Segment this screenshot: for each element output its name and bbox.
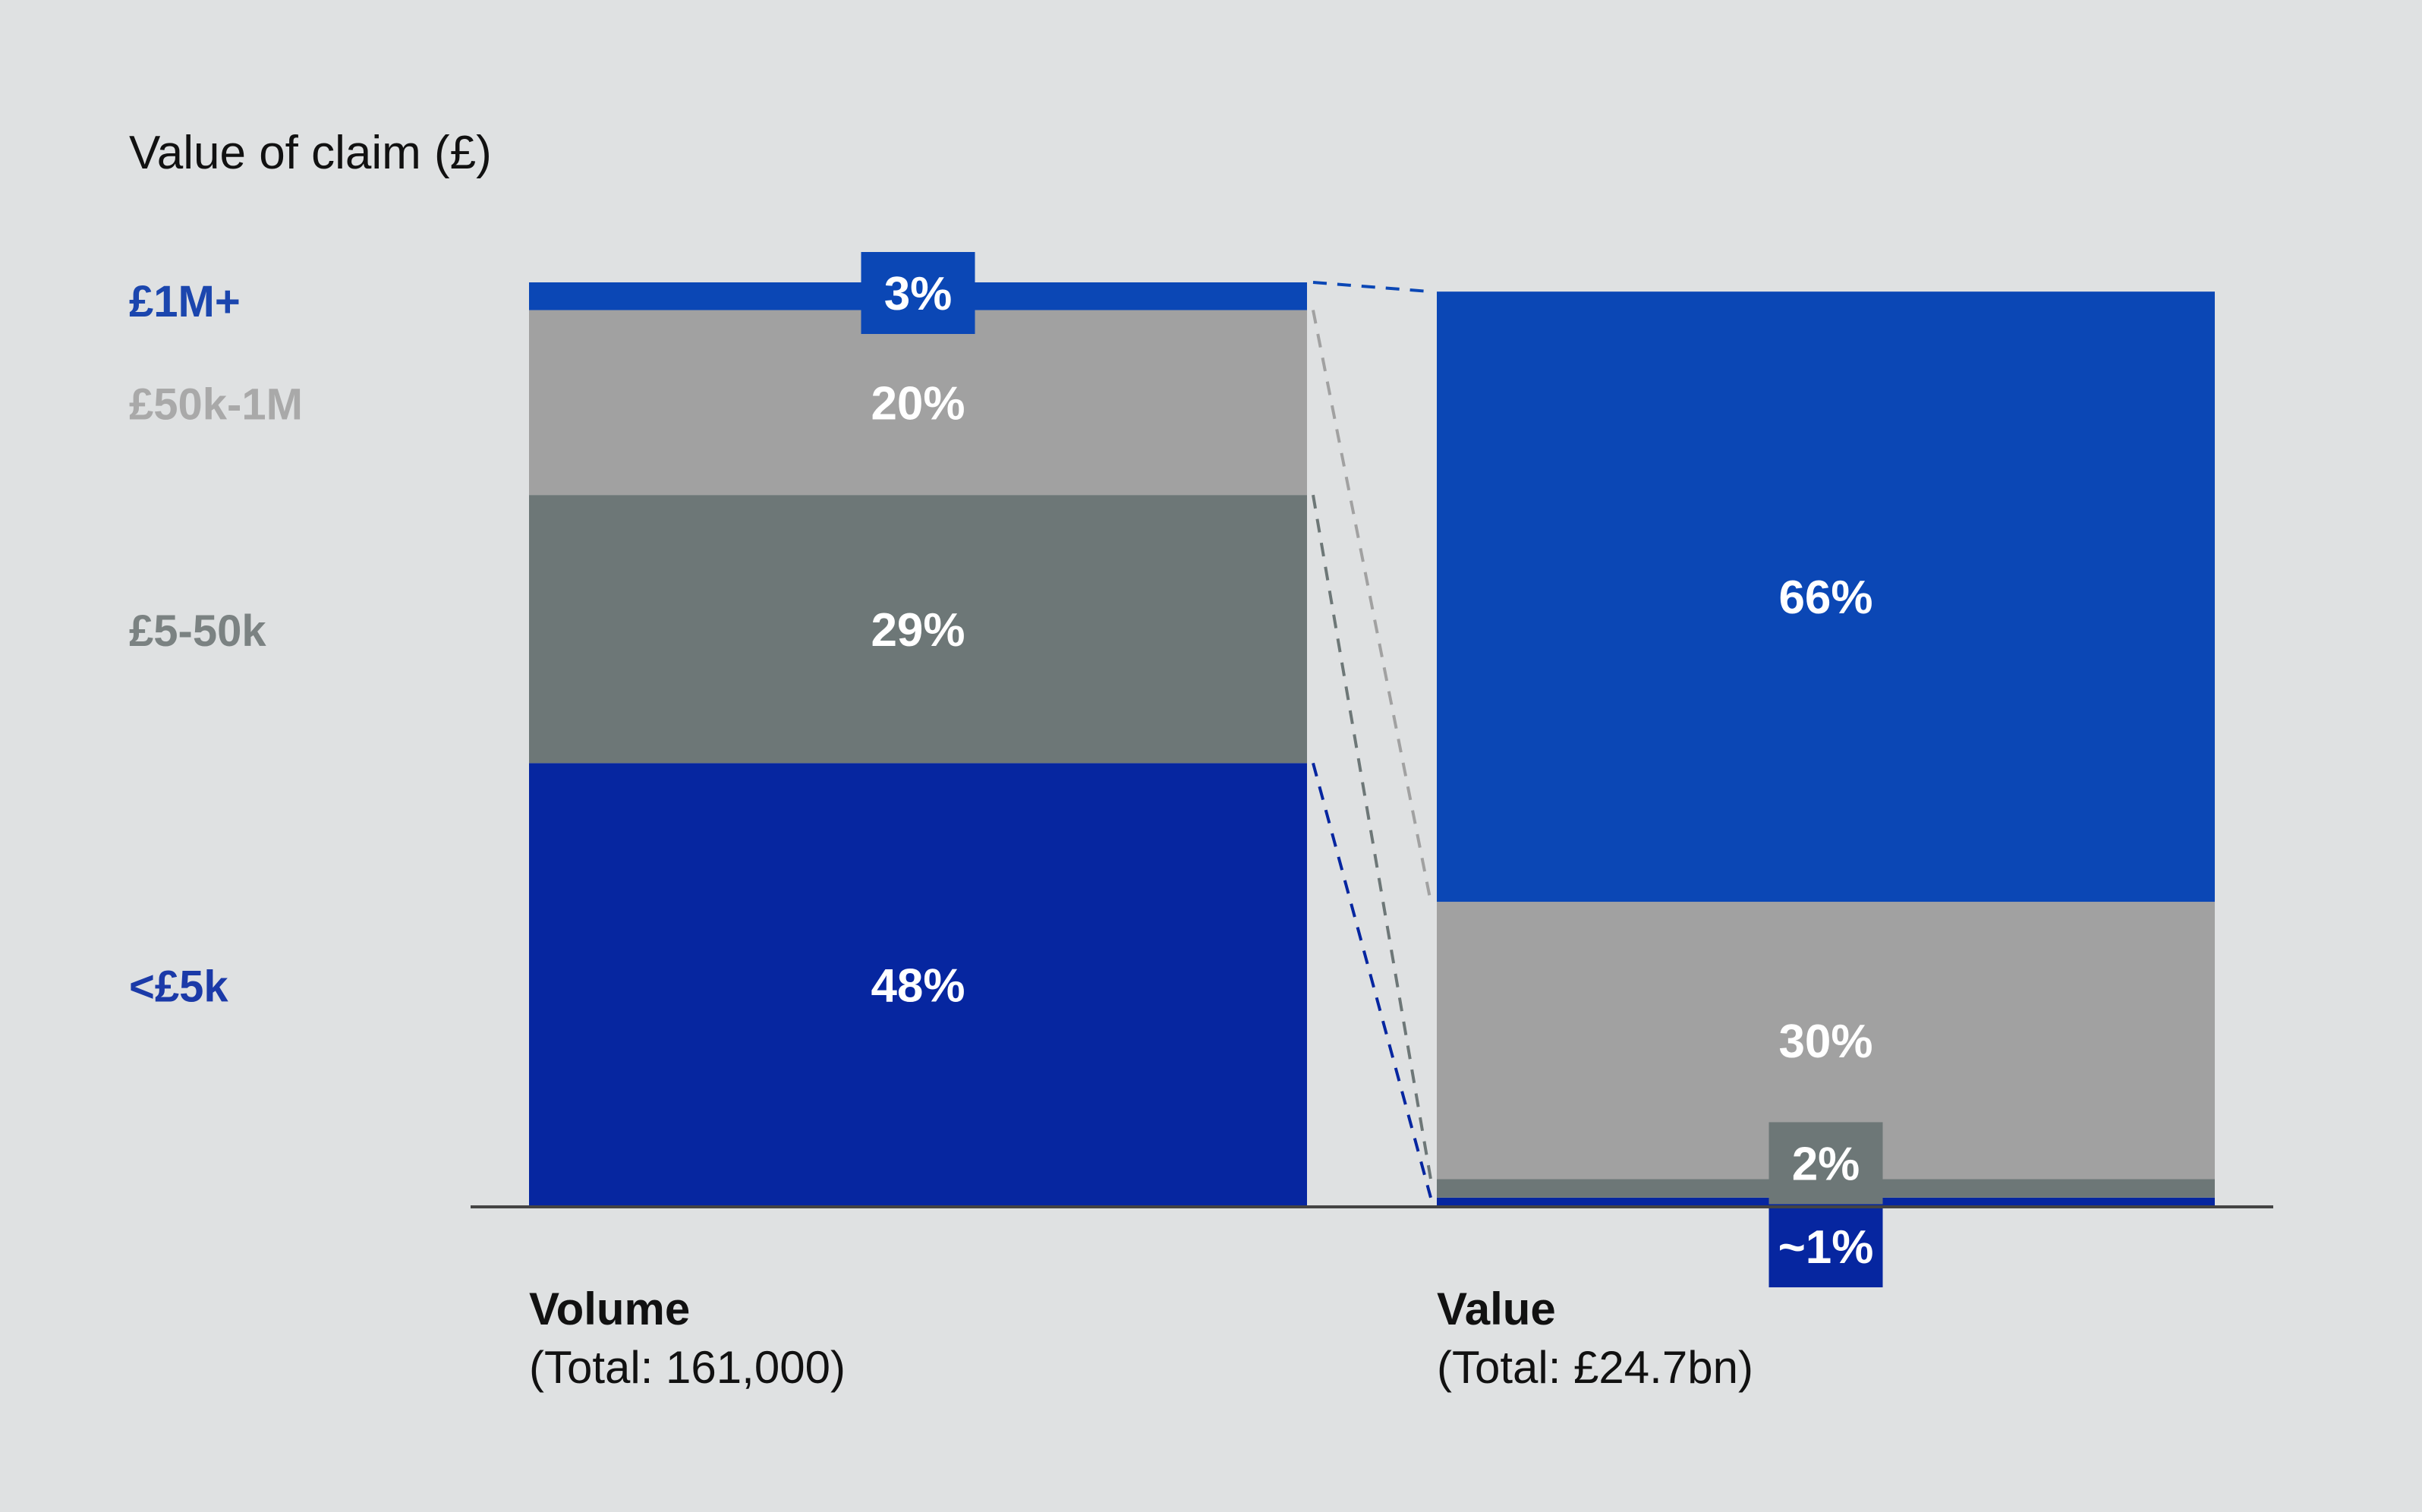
value-label: 3% bbox=[884, 268, 953, 320]
bar-segment bbox=[1437, 291, 2215, 902]
value-labels: 48% 29% 20% 3% ~1% 2% 30% 66% bbox=[861, 252, 1883, 1287]
legend-label: £1M+ bbox=[129, 277, 241, 326]
legend-label: £5-50k bbox=[129, 606, 266, 656]
value-label: ~1% bbox=[1778, 1221, 1874, 1274]
bar-segment bbox=[529, 310, 1307, 496]
value-label: 30% bbox=[1778, 1016, 1872, 1068]
chart-title: Value of claim (£) bbox=[129, 127, 492, 179]
value-badge bbox=[1768, 1122, 1883, 1205]
bar-segment bbox=[529, 763, 1307, 1207]
connector-line bbox=[1312, 310, 1432, 902]
connector-lines bbox=[1312, 281, 1432, 1199]
category-label: Volume bbox=[529, 1284, 690, 1334]
bars bbox=[529, 282, 2215, 1207]
value-badge bbox=[861, 252, 975, 334]
connector-line bbox=[1312, 494, 1432, 1180]
value-label: 48% bbox=[871, 960, 965, 1013]
bar-segment bbox=[529, 495, 1307, 764]
category-labels: Volume (Total: 161,000) Value (Total: £24.7… bbox=[529, 1284, 1753, 1393]
value-label: 29% bbox=[871, 604, 965, 657]
value-label: 2% bbox=[1792, 1138, 1860, 1190]
connector-line bbox=[1312, 762, 1432, 1199]
category-sublabel: (Total: £24.7bn) bbox=[1437, 1342, 1753, 1393]
value-badge bbox=[1768, 1205, 1883, 1287]
connector-line bbox=[1312, 281, 1431, 294]
legend-label: <£5k bbox=[129, 962, 228, 1012]
value-label: 20% bbox=[871, 377, 965, 430]
legend-label: £50k-1M bbox=[129, 380, 303, 429]
value-label: 66% bbox=[1778, 572, 1872, 624]
category-sublabel: (Total: 161,000) bbox=[529, 1342, 846, 1393]
legend: <£5k £5-50k £50k-1M £1M+ bbox=[129, 277, 303, 1012]
category-label: Value bbox=[1437, 1284, 1556, 1334]
